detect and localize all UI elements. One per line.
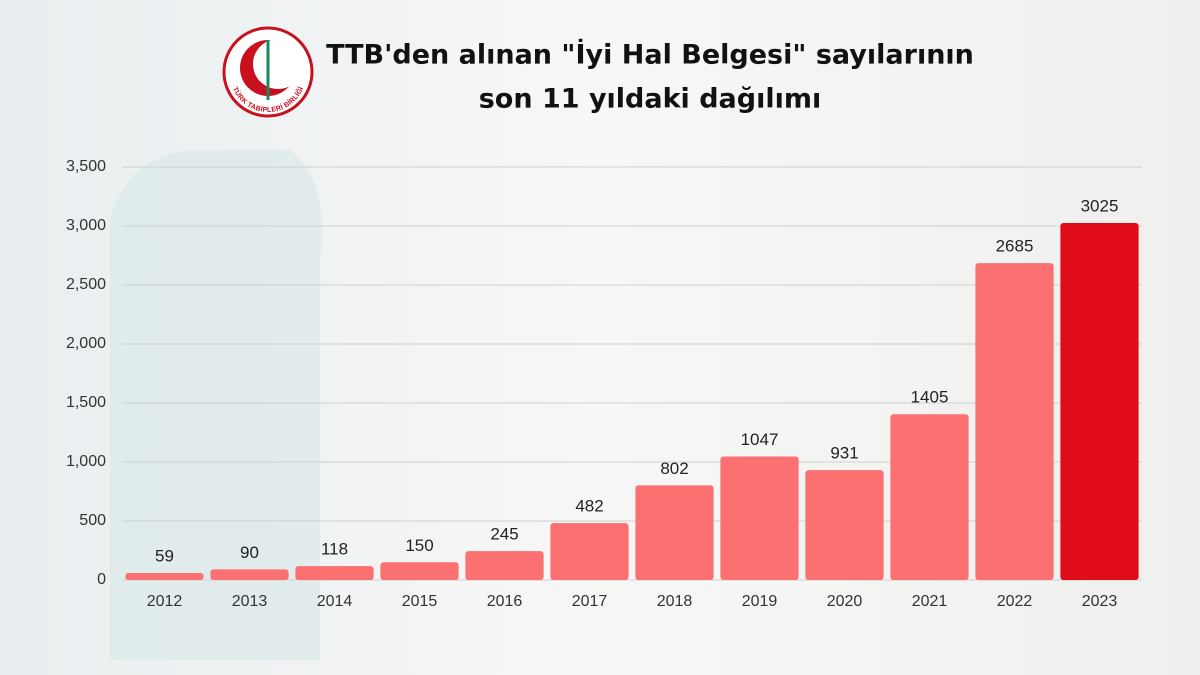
- bar: [805, 470, 884, 580]
- x-tick-label: 2015: [402, 593, 438, 610]
- bar: [125, 573, 204, 580]
- y-tick-label: 2,500: [66, 276, 106, 293]
- value-label: 1405: [911, 388, 949, 407]
- bar: [465, 551, 544, 580]
- x-tick-label: 2017: [572, 593, 608, 610]
- value-label: 3025: [1081, 197, 1119, 216]
- x-tick-label: 2021: [912, 593, 948, 610]
- bar: [720, 456, 799, 580]
- x-tick-label: 2016: [487, 593, 523, 610]
- value-label: 90: [240, 543, 259, 562]
- bar: [295, 566, 374, 580]
- background-figure: [110, 150, 322, 660]
- x-tick-label: 2019: [742, 593, 778, 610]
- value-label: 59: [155, 547, 174, 566]
- x-tick-label: 2013: [232, 593, 268, 610]
- x-tick-label: 2012: [147, 593, 183, 610]
- value-label: 118: [321, 540, 348, 559]
- chart-title: TTB'den alınan "İyi Hal Belgesi" sayılar…: [326, 39, 974, 71]
- x-tick-label: 2023: [1082, 593, 1118, 610]
- value-label: 802: [660, 459, 688, 478]
- bar: [210, 569, 289, 580]
- value-label: 482: [575, 497, 603, 516]
- y-tick-label: 2,000: [66, 335, 106, 352]
- bar: [890, 414, 969, 580]
- value-label: 931: [830, 444, 858, 463]
- y-tick-label: 3,500: [66, 158, 106, 175]
- y-tick-label: 0: [97, 571, 106, 588]
- value-label: 150: [405, 536, 433, 555]
- bar: [550, 523, 629, 580]
- x-tick-label: 2022: [997, 593, 1033, 610]
- bar: [635, 485, 714, 580]
- y-tick-label: 500: [79, 512, 106, 529]
- bar: [1060, 223, 1139, 581]
- y-tick-label: 1,500: [66, 394, 106, 411]
- x-tick-label: 2014: [317, 593, 353, 610]
- x-tick-label: 2018: [657, 593, 693, 610]
- bar: [380, 562, 459, 580]
- y-tick-label: 3,000: [66, 217, 106, 234]
- y-tick-label: 1,000: [66, 453, 106, 470]
- value-label: 245: [490, 525, 518, 544]
- chart-title: son 11 yıldaki dağılımı: [479, 84, 822, 115]
- value-label: 2685: [996, 237, 1034, 256]
- value-label: 1047: [741, 430, 779, 449]
- bar: [975, 263, 1054, 580]
- x-tick-label: 2020: [827, 593, 863, 610]
- logo: TÜRK TABİPLERİ BİRLİĞİ: [222, 26, 314, 118]
